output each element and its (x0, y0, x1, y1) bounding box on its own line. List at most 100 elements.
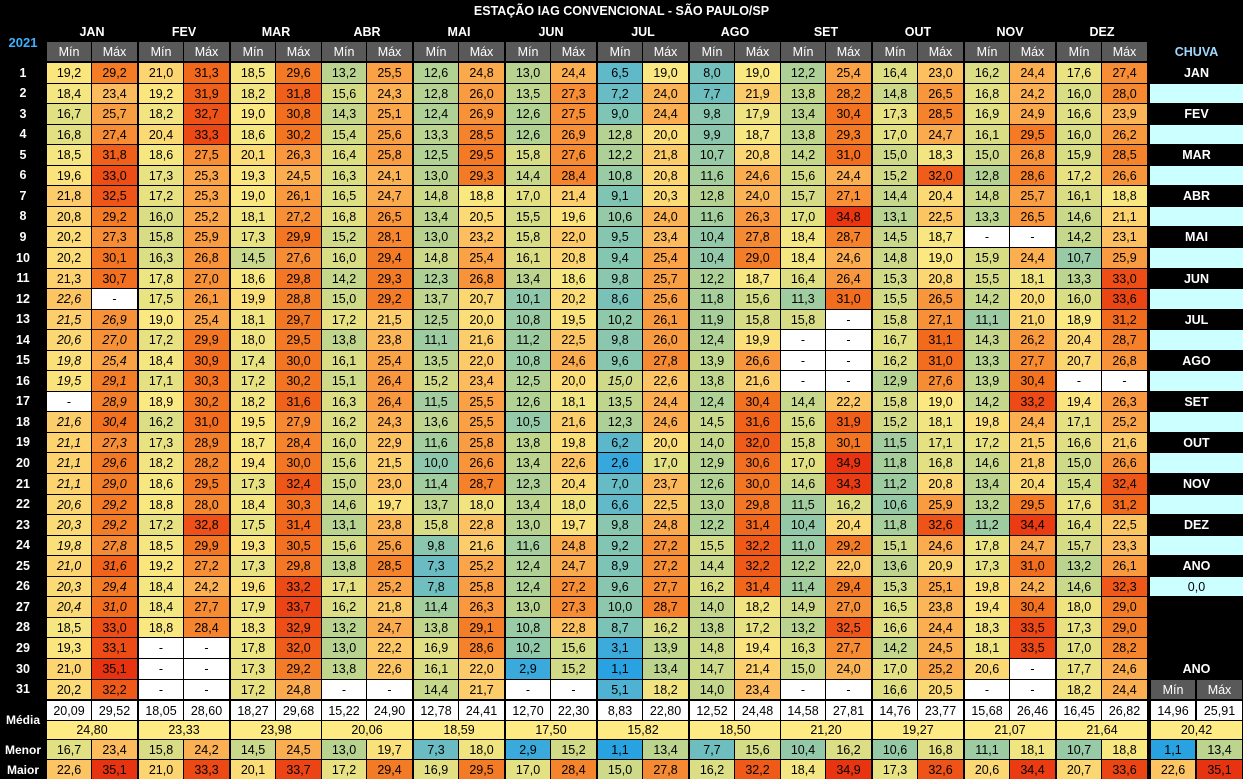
max-temp-cell: 22,0 (459, 659, 504, 679)
max-temp-cell: 22,9 (367, 433, 412, 452)
low-max-cell: 24,2 (184, 740, 229, 759)
max-temp-cell: 24,6 (826, 248, 871, 268)
min-temp-cell: 7,0 (598, 474, 642, 494)
low-max-cell: 16,8 (918, 740, 963, 759)
day-number: 26 (16, 579, 30, 593)
month-header: MAI (447, 25, 471, 39)
min-temp-cell: 12,4 (506, 577, 550, 596)
day-number: 19 (16, 435, 30, 449)
max-temp-cell: 32,5 (826, 618, 871, 637)
max-temp-cell: 19,0 (735, 63, 780, 83)
max-temp-cell: 30,4 (1010, 371, 1055, 391)
rain-title: CHUVA (1174, 44, 1219, 59)
avg-mean-cell: 23,98 (231, 721, 321, 739)
min-temp-cell: 15,1 (322, 371, 366, 391)
max-temp-cell: 28,5 (367, 556, 412, 576)
min-temp-cell: 16,4 (873, 63, 917, 83)
min-temp-cell: 11,5 (414, 392, 458, 411)
max-temp-cell: - (1010, 227, 1055, 247)
min-temp-cell: 12,4 (414, 104, 458, 124)
max-temp-cell: 24,6 (643, 412, 688, 432)
day-number: 27 (16, 599, 30, 614)
min-temp-cell: 17,5 (231, 515, 275, 535)
day-number: 7 (19, 188, 27, 203)
max-temp-cell: 32,0 (276, 638, 321, 658)
min-temp-cell: 14,3 (965, 330, 1009, 350)
max-temp-cell: 29,5 (459, 145, 504, 165)
max-temp-cell: 24,0 (826, 659, 871, 679)
max-temp-cell: 25,4 (459, 248, 504, 268)
max-temp-cell: 28,7 (826, 227, 871, 247)
min-temp-cell: 17,1 (1057, 412, 1101, 432)
min-temp-cell: 10,6 (598, 207, 642, 226)
min-temp-cell: 11,4 (414, 597, 458, 617)
max-temp-cell: 25,8 (459, 577, 504, 596)
min-temp-cell: 14,0 (690, 597, 734, 617)
max-temp-cell: 16,8 (918, 453, 963, 473)
min-temp-cell: 15,4 (1057, 474, 1101, 494)
max-temp-cell: 28,8 (276, 289, 321, 309)
day-number: 5 (19, 147, 27, 162)
high-min-cell: 20,1 (231, 760, 275, 779)
max-temp-cell: 22,6 (367, 659, 412, 679)
min-temp-cell: 18,7 (231, 433, 275, 452)
min-temp-cell: 17,8 (965, 536, 1009, 555)
max-temp-cell: 25,8 (459, 433, 504, 452)
min-temp-cell: 21,5 (47, 310, 91, 329)
max-temp-cell: 29,2 (92, 63, 137, 83)
min-temp-cell: 13,8 (781, 84, 825, 103)
max-temp-cell: 21,6 (459, 330, 504, 350)
min-temp-cell: 19,9 (231, 289, 275, 309)
min-temp-cell: 15,7 (781, 186, 825, 206)
max-temp-cell: 31,3 (184, 63, 229, 83)
max-temp-cell: 20,5 (918, 680, 963, 699)
min-header: Mín (506, 42, 550, 61)
min-temp-cell: 17,3 (965, 556, 1009, 576)
max-temp-cell: 28,0 (1102, 84, 1147, 103)
max-temp-cell: 24,8 (276, 680, 321, 699)
min-temp-cell: 18,1 (231, 310, 275, 329)
min-temp-cell: 16,0 (1057, 125, 1101, 144)
min-temp-cell: 16,2 (690, 577, 734, 596)
high-max-cell: 29,4 (367, 760, 412, 779)
max-temp-cell: 24,9 (1010, 104, 1055, 124)
max-temp-cell: 24,6 (918, 536, 963, 555)
max-header: Máx (826, 42, 871, 61)
min-temp-cell: 13,1 (322, 515, 366, 535)
year-avg-max: 25,91 (1197, 701, 1242, 720)
min-temp-cell: 14,6 (781, 474, 825, 494)
max-temp-cell: 15,6 (551, 638, 596, 658)
min-temp-cell: 11,5 (781, 495, 825, 514)
max-temp-cell: 29,3 (826, 125, 871, 144)
min-temp-cell: 13,0 (414, 227, 458, 247)
min-temp-cell: 18,4 (231, 495, 275, 514)
max-temp-cell: 26,8 (1010, 145, 1055, 165)
min-temp-cell: 19,0 (139, 310, 183, 329)
max-temp-cell: 27,6 (276, 248, 321, 268)
min-temp-cell: 19,8 (965, 577, 1009, 596)
min-temp-cell: 18,4 (139, 597, 183, 617)
min-temp-cell: 15,8 (506, 227, 550, 247)
min-temp-cell: 20,2 (47, 248, 91, 268)
min-temp-cell: 13,0 (506, 63, 550, 83)
min-temp-cell: 20,4 (1057, 330, 1101, 350)
day-number: 9 (19, 229, 27, 244)
low-min-cell: 7,3 (414, 740, 458, 759)
max-temp-cell: 20,3 (643, 186, 688, 206)
year-avg-min: 14,96 (1151, 701, 1195, 720)
min-temp-cell: 12,2 (690, 269, 734, 288)
min-temp-cell: 12,8 (598, 125, 642, 144)
max-temp-cell: 24,8 (643, 515, 688, 535)
min-temp-cell: 11,9 (690, 310, 734, 329)
day-number: 4 (19, 127, 27, 141)
max-temp-cell: 21,6 (459, 536, 504, 555)
max-temp-cell: 24,4 (1102, 680, 1147, 699)
low-max-cell: 16,2 (826, 740, 871, 759)
month-header: JUN (538, 25, 564, 39)
min-temp-cell: 10,5 (506, 412, 550, 432)
max-temp-cell: 25,4 (184, 310, 229, 329)
avg-mean-cell: 21,07 (965, 721, 1055, 739)
low-min-cell: 2,9 (506, 740, 550, 759)
min-temp-cell: 15,8 (506, 145, 550, 165)
max-temp-cell: 25,3 (184, 166, 229, 185)
